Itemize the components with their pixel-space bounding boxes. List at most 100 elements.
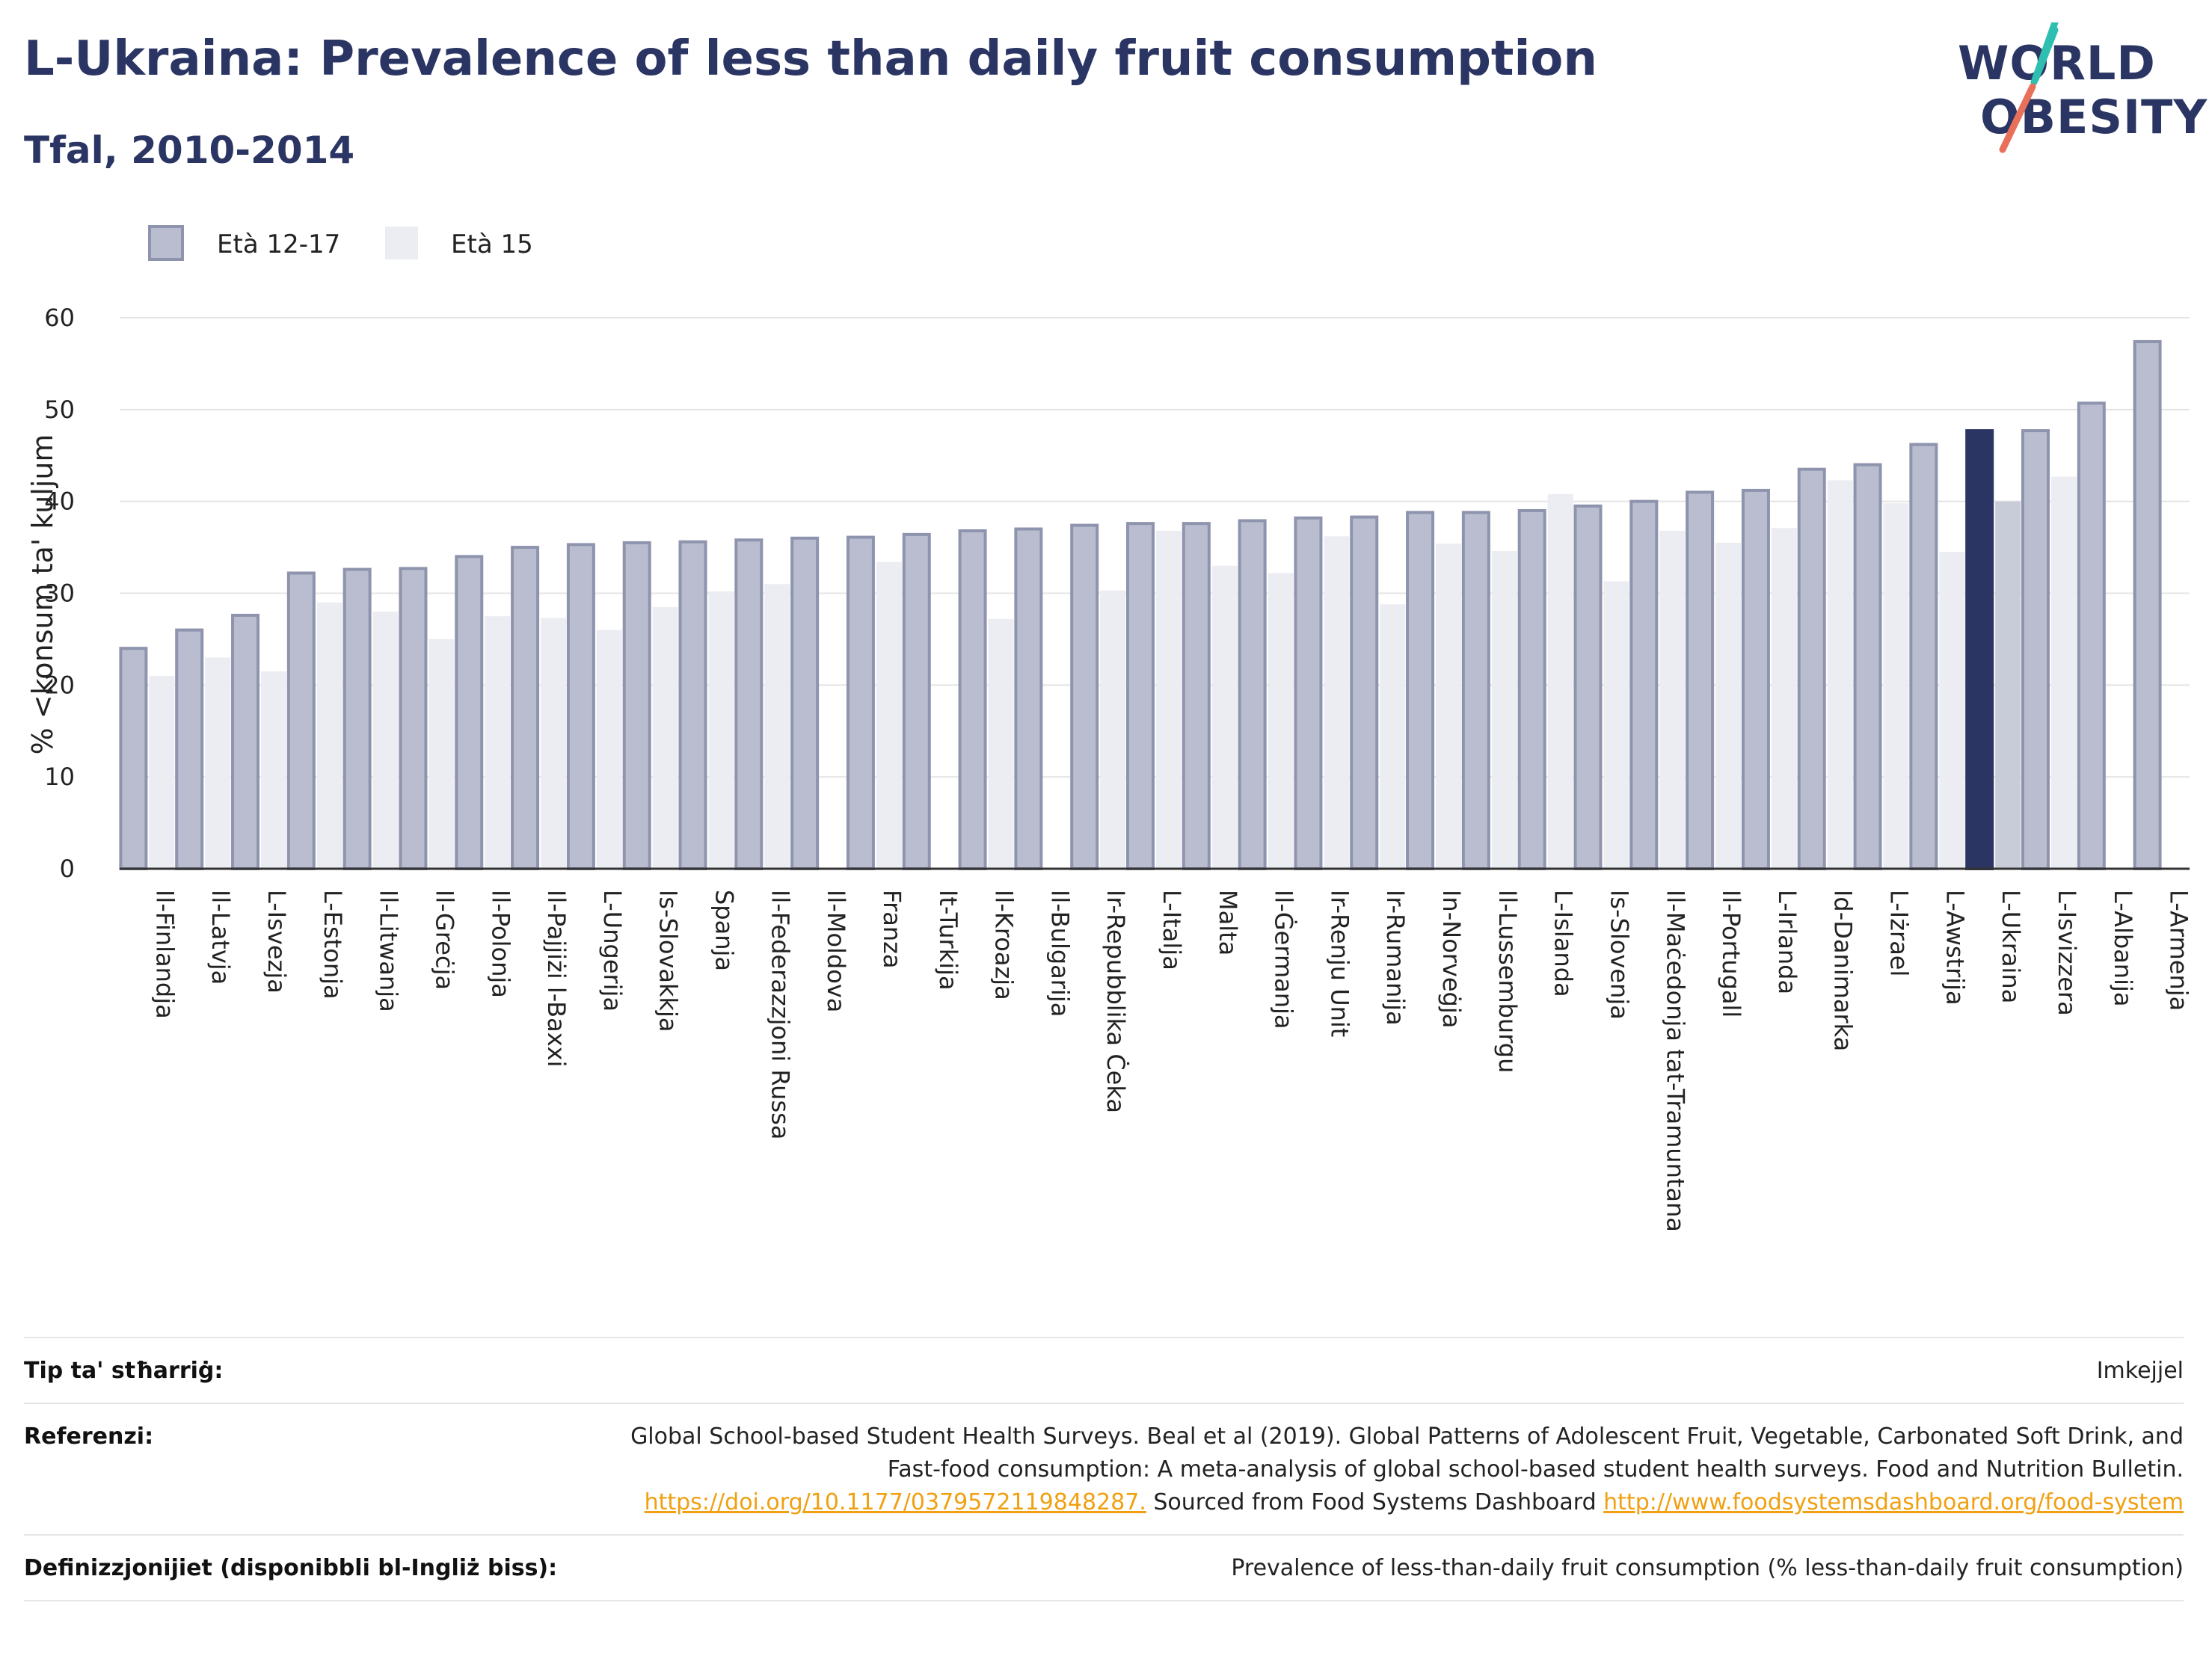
y-tick-label: 40 xyxy=(44,487,75,516)
bar-series1 xyxy=(1573,504,1603,871)
x-category-label: Ir-Rumanija xyxy=(1381,890,1410,1026)
bar-series1 xyxy=(1853,463,1882,870)
world-obesity-logo: WORLD OBESITY xyxy=(1944,22,2207,157)
info-value: Global School-based Student Health Surve… xyxy=(613,1420,2184,1519)
bar-series1 xyxy=(1517,508,1546,870)
bar-series1 xyxy=(1182,522,1211,870)
bar-series2 xyxy=(1995,501,2021,869)
x-category-label: Il-Pajjiżi l-Baxxi xyxy=(542,890,571,1068)
x-category-label: In-Norveġja xyxy=(1437,890,1466,1028)
bar-series1 xyxy=(1126,522,1155,870)
bar-series1 xyxy=(1350,515,1379,870)
bar-series1 xyxy=(1294,516,1323,870)
x-category-label: Il-Ġermanja xyxy=(1270,890,1298,1029)
bar-series2 xyxy=(1883,503,1909,869)
x-category-label: Il-Latvja xyxy=(206,890,235,985)
info-table: Tip ta' stħarriġ: Imkejjel Referenzi: Gl… xyxy=(24,1337,2184,1601)
x-category-label: Il-Moldova xyxy=(822,890,850,1012)
info-key: Referenzi: xyxy=(24,1423,154,1450)
x-category-label: Il-Polonja xyxy=(486,890,514,998)
reference-text: Global School-based Student Health Surve… xyxy=(630,1423,2184,1483)
y-tick-label: 10 xyxy=(44,763,75,791)
logo-line1: WORLD xyxy=(1958,36,2156,90)
x-category-label: Il-Litwanja xyxy=(375,890,403,1012)
bar-series1 xyxy=(734,538,764,870)
food-systems-link[interactable]: http://www.foodsystemsdashboard.org/food… xyxy=(1603,1489,2184,1515)
bar-series2 xyxy=(652,606,678,869)
x-category-label: Il-Bulgarija xyxy=(1045,890,1074,1017)
bar-series1 xyxy=(1014,527,1043,870)
y-tick-label: 60 xyxy=(44,304,75,332)
bar-series1 xyxy=(119,647,148,870)
bar-series2 xyxy=(1436,544,1462,869)
legend-swatch-series2[interactable] xyxy=(385,227,418,259)
bar-series1 xyxy=(1461,511,1490,870)
bar-series2 xyxy=(372,612,399,869)
bar-series1 xyxy=(846,535,875,870)
bar-series2 xyxy=(764,584,790,869)
y-axis-ticks: 0 10 20 30 40 50 60 xyxy=(44,304,75,883)
bar-series1 xyxy=(622,541,651,870)
bar-series1 xyxy=(1797,467,1826,870)
bar-series2 xyxy=(149,676,175,869)
bar-series1 xyxy=(2021,429,2050,870)
bar-series1 xyxy=(1406,511,1435,870)
x-category-label: Id-Danimarka xyxy=(1829,890,1858,1051)
x-category-label: L-Iżrael xyxy=(1885,890,1914,976)
x-category-label: L-Irlanda xyxy=(1773,890,1801,994)
x-category-label: Ir-Renju Unit xyxy=(1325,890,1354,1037)
bar-series2 xyxy=(1268,573,1294,869)
bar-series2 xyxy=(541,618,567,869)
legend-swatch-series1[interactable] xyxy=(148,225,184,261)
bar-series1 xyxy=(175,628,204,871)
legend: Età 12-17 Età 15 xyxy=(148,225,533,261)
y-tick-label: 20 xyxy=(44,671,75,699)
bar-series1 xyxy=(902,532,931,870)
bar-series2 xyxy=(1939,552,1965,869)
bar-series2 xyxy=(205,657,231,869)
bar-series2 xyxy=(261,671,287,869)
bar-series2 xyxy=(1603,581,1629,869)
x-category-label: L-Ungerija xyxy=(598,890,627,1012)
y-tick-label: 0 xyxy=(60,855,75,883)
logo-slash-icon xyxy=(1999,22,2059,153)
bar-series2 xyxy=(1659,530,1686,869)
x-category-label: Il-Federazzjoni Russa xyxy=(766,890,794,1139)
bar-series2 xyxy=(428,638,455,869)
x-category-label: Is-Slovenja xyxy=(1605,890,1633,1020)
y-axis-title: % <konsum ta' kuljum xyxy=(26,434,59,755)
bar-series2 xyxy=(1771,528,1797,869)
legend-label-series2: Età 15 xyxy=(451,230,533,259)
bar-series1 xyxy=(566,543,595,870)
bar-series1 xyxy=(1965,429,1994,870)
x-category-label: L-Estonja xyxy=(319,890,347,1000)
x-category-label: Ir-Repubblika Ċeka xyxy=(1102,890,1130,1113)
bar-series1 xyxy=(958,529,987,870)
bar-series2 xyxy=(1491,550,1517,869)
x-category-label: Il-Kroazja xyxy=(990,890,1019,1000)
bar-series1 xyxy=(455,555,484,870)
bar-series1 xyxy=(790,536,820,870)
doi-link[interactable]: https://doi.org/10.1177/0379572119848287… xyxy=(644,1489,1146,1515)
bar-series1 xyxy=(1741,488,1770,871)
info-value: Prevalence of less-than-daily fruit cons… xyxy=(1231,1555,2184,1581)
bar-series2 xyxy=(708,591,734,869)
bar-series2 xyxy=(485,616,511,869)
x-category-label: Il-Finlandja xyxy=(150,890,179,1019)
reference-source-text: Sourced from Food Systems Dashboard xyxy=(1146,1489,1604,1515)
page-subtitle: Tfal, 2010-2014 xyxy=(24,129,355,172)
bar-series2 xyxy=(1211,565,1238,869)
bar-series2 xyxy=(1156,530,1182,869)
bar-series1 xyxy=(1686,490,1715,871)
bar-series1 xyxy=(231,613,260,870)
info-row-definitions: Definizzjonijiet (disponibbli bl-Ingliż … xyxy=(24,1536,2184,1601)
x-category-label: L-Italja xyxy=(1158,890,1186,970)
bar-series1 xyxy=(286,571,316,871)
bar-series2 xyxy=(876,561,902,869)
x-category-label: Il-Portugall xyxy=(1717,890,1745,1018)
bar-series1 xyxy=(511,546,540,870)
bar-series1 xyxy=(342,567,372,871)
info-row-references: Referenzi: Global School-based Student H… xyxy=(24,1404,2184,1536)
bar-series2 xyxy=(1547,493,1573,869)
x-category-label: Il-Maċedonja tat-Tramuntana xyxy=(1661,890,1689,1232)
